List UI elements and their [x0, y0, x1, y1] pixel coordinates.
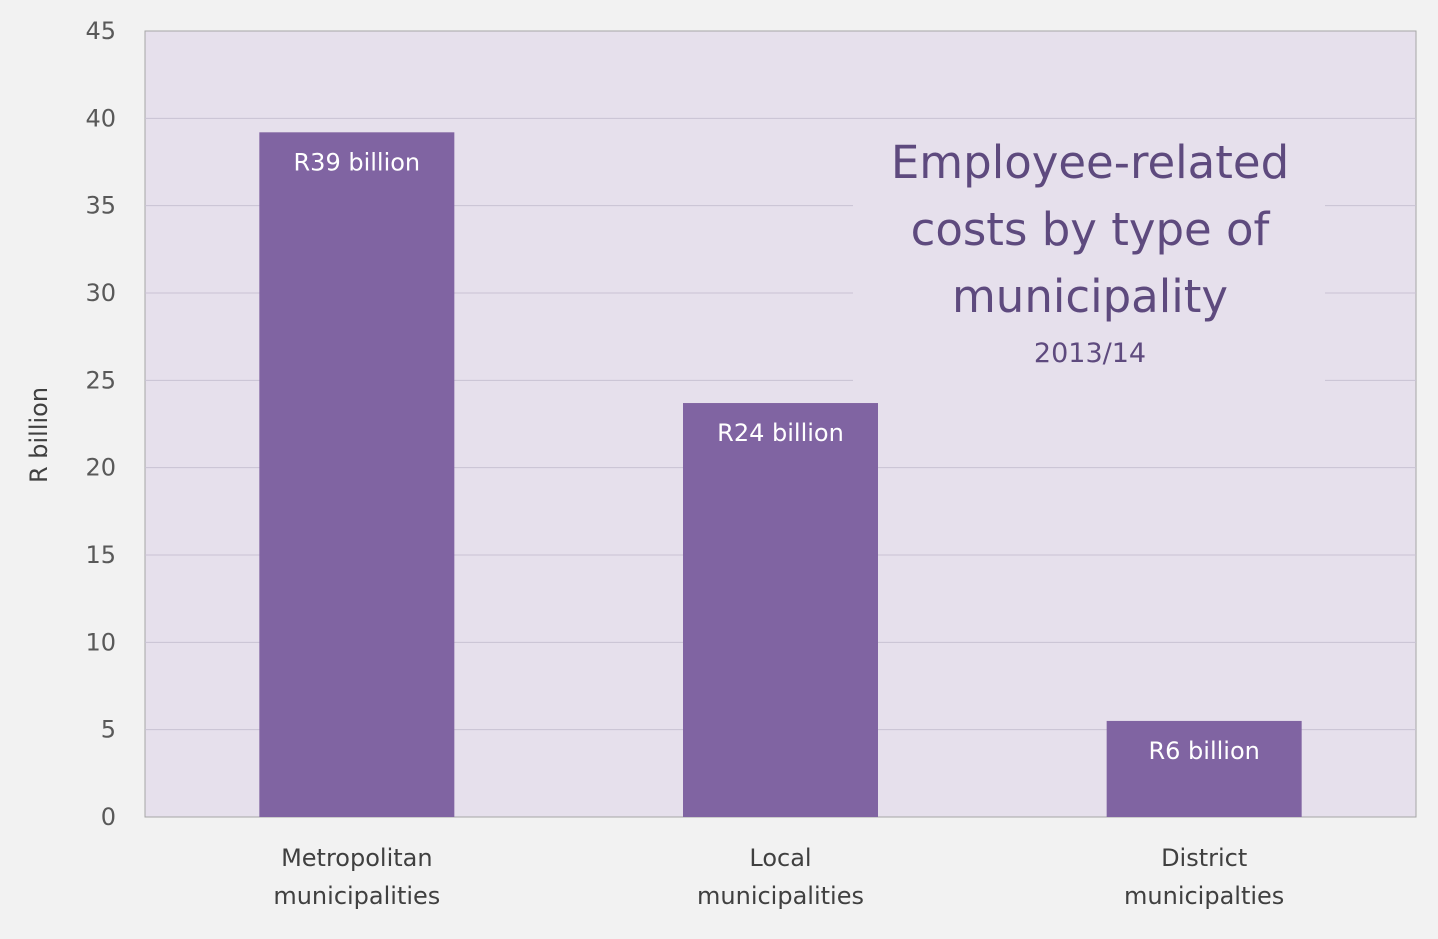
x-axis-categories: Metropolitan municipalities Local municipal… [273, 844, 1284, 910]
bar-0 [259, 132, 455, 818]
bar-data-label: R6 billion [1148, 737, 1259, 765]
y-tick-label: 35 [85, 192, 116, 220]
x-category-label: municipalities [697, 882, 864, 910]
chart-title-line: costs by type of [911, 203, 1271, 256]
y-tick-label: 25 [85, 366, 116, 394]
chart-subtitle: 2013/14 [1034, 338, 1146, 369]
bar-2 [1106, 720, 1302, 817]
x-category-label: Local [749, 844, 811, 872]
bars: R39 billion R24 billion R6 billion [259, 132, 1302, 818]
y-tick-label: 0 [101, 803, 116, 831]
x-category-label: municipalities [273, 882, 440, 910]
y-tick-label: 5 [101, 716, 116, 744]
bar-data-label: R39 billion [294, 148, 421, 176]
y-axis-ticks: 0 5 10 15 20 25 30 35 40 45 [85, 17, 116, 831]
y-tick-label: 45 [85, 17, 116, 45]
x-category-label: municipalties [1124, 882, 1284, 910]
y-tick-label: 40 [85, 104, 116, 132]
chart-title-line: Employee-related [891, 136, 1289, 189]
chart-title-line: municipality [952, 270, 1228, 323]
y-tick-label: 10 [85, 628, 116, 656]
x-category-label: Metropolitan [281, 844, 433, 872]
y-tick-label: 15 [85, 541, 116, 569]
y-tick-label: 30 [85, 279, 116, 307]
x-category-label: District [1161, 844, 1247, 872]
chart-title: Employee-related costs by type of municipa… [891, 136, 1289, 323]
title-box [853, 120, 1325, 385]
y-axis-label: R billion [25, 387, 53, 483]
y-tick-label: 20 [85, 454, 116, 482]
bar-1 [683, 403, 878, 817]
bar-data-label: R24 billion [717, 419, 844, 447]
